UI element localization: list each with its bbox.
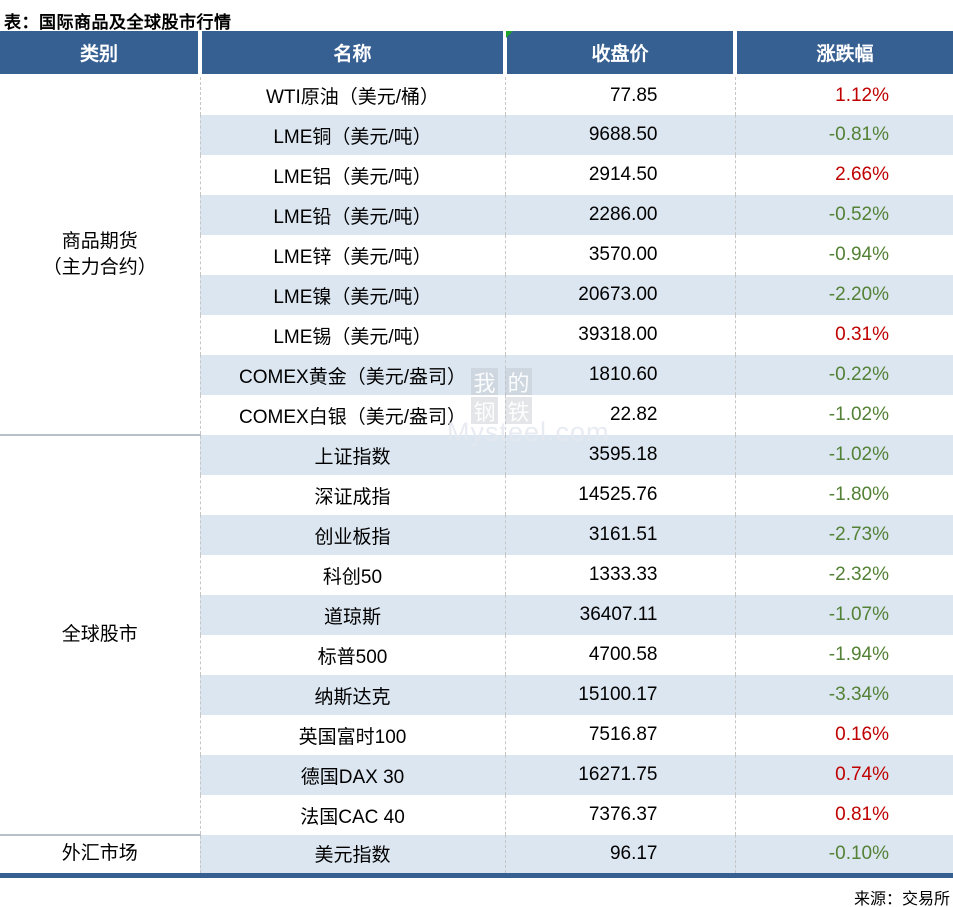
instrument-name: 深证成指 — [199, 475, 505, 515]
change-percent: -0.81% — [734, 115, 953, 155]
close-price: 3570.00 — [504, 235, 735, 275]
table-row: 科创50 1333.33 -2.32% — [0, 555, 953, 595]
source-note: 来源：交易所 — [853, 890, 950, 907]
table-row: LME铝（美元/吨） 2914.50 2.66% — [0, 155, 953, 195]
instrument-name: 纳斯达克 — [199, 675, 505, 715]
close-price: 2286.00 — [504, 195, 735, 235]
table-row: 道琼斯 36407.11 -1.07% — [0, 595, 953, 635]
table-row: 深证成指 14525.76 -1.80% — [0, 475, 953, 515]
change-percent: 0.81% — [734, 795, 953, 835]
table-row: COMEX黄金（美元/盎司） 1810.60 -0.22% — [0, 355, 953, 395]
header-row: 类别 名称 收盘价 涨跌幅 — [0, 31, 953, 77]
category-cell: 全球股市 — [0, 434, 200, 835]
change-percent: -2.32% — [734, 555, 953, 595]
close-price: 77.85 — [504, 75, 735, 115]
table-row: 标普500 4700.58 -1.94% — [0, 635, 953, 675]
header-close: 收盘价 — [503, 31, 735, 77]
category-cell: 外汇市场 — [0, 834, 200, 878]
close-price: 96.17 — [504, 835, 735, 878]
change-percent: 0.31% — [734, 315, 953, 355]
table-row: 外汇市场 美元指数 96.17 -0.10% — [0, 834, 953, 878]
close-price: 36407.11 — [504, 595, 735, 635]
instrument-name: COMEX黄金（美元/盎司） — [199, 355, 505, 395]
table-row: LME锡（美元/吨） 39318.00 0.31% — [0, 315, 953, 355]
close-price: 16271.75 — [504, 755, 735, 795]
close-price: 1810.60 — [504, 355, 735, 395]
close-price: 7516.87 — [504, 715, 735, 755]
instrument-name: LME铅（美元/吨） — [199, 195, 505, 235]
instrument-name: LME镍（美元/吨） — [199, 275, 505, 315]
instrument-name: 上证指数 — [199, 435, 505, 475]
instrument-name: LME锡（美元/吨） — [199, 315, 505, 355]
table-row: 商品期货 （主力合约） WTI原油（美元/桶） 77.85 1.12% — [0, 75, 953, 435]
table-row: LME铜（美元/吨） 9688.50 -0.81% — [0, 115, 953, 155]
close-price: 2914.50 — [504, 155, 735, 195]
change-percent: -2.20% — [734, 275, 953, 315]
change-percent: 2.66% — [734, 155, 953, 195]
change-percent: -0.10% — [734, 835, 953, 878]
change-percent: -0.94% — [734, 235, 953, 275]
instrument-name: LME铜（美元/吨） — [199, 115, 505, 155]
close-price: 20673.00 — [504, 275, 735, 315]
instrument-name: 创业板指 — [199, 515, 505, 555]
instrument-name: LME锌（美元/吨） — [199, 235, 505, 275]
table-row: 全球股市 上证指数 3595.18 -1.02% — [0, 434, 953, 835]
close-price: 7376.37 — [504, 795, 735, 835]
table-row: LME锌（美元/吨） 3570.00 -0.94% — [0, 235, 953, 275]
instrument-name: WTI原油（美元/桶） — [199, 75, 505, 115]
page-title: 表：国际商品及全球股市行情 — [4, 13, 232, 32]
change-percent: -1.80% — [734, 475, 953, 515]
instrument-name: 道琼斯 — [199, 595, 505, 635]
change-percent: 0.16% — [734, 715, 953, 755]
change-percent: 0.74% — [734, 755, 953, 795]
instrument-name: 科创50 — [199, 555, 505, 595]
header-change: 涨跌幅 — [733, 31, 953, 77]
instrument-name: 德国DAX 30 — [199, 755, 505, 795]
category-label: 全球股市 — [61, 624, 138, 645]
header-name: 名称 — [198, 31, 505, 77]
close-price: 9688.50 — [504, 115, 735, 155]
instrument-name: COMEX白银（美元/盎司） — [199, 395, 505, 435]
change-percent: -1.02% — [734, 435, 953, 475]
close-price: 15100.17 — [504, 675, 735, 715]
close-price: 39318.00 — [504, 315, 735, 355]
table-header: 类别 名称 收盘价 涨跌幅 — [0, 31, 953, 77]
close-price: 4700.58 — [504, 635, 735, 675]
table-row: 英国富时100 7516.87 0.16% — [0, 715, 953, 755]
comment-flag-icon — [506, 31, 513, 38]
instrument-name: 美元指数 — [199, 835, 505, 878]
table-row: 纳斯达克 15100.17 -3.34% — [0, 675, 953, 715]
instrument-name: LME铝（美元/吨） — [199, 155, 505, 195]
change-percent: -2.73% — [734, 515, 953, 555]
change-percent: -3.34% — [734, 675, 953, 715]
change-percent: -1.94% — [734, 635, 953, 675]
category-label: 外汇市场 — [61, 843, 138, 865]
close-price: 22.82 — [504, 395, 735, 435]
instrument-name: 标普500 — [199, 635, 505, 675]
table-row: 德国DAX 30 16271.75 0.74% — [0, 755, 953, 795]
change-percent: -0.22% — [734, 355, 953, 395]
table-body: 商品期货 （主力合约） WTI原油（美元/桶） 77.85 1.12% LME铜（美元/吨… — [0, 75, 953, 878]
table-row: 创业板指 3161.51 -2.73% — [0, 515, 953, 555]
table-row: COMEX白银（美元/盎司） 22.82 -1.02% — [0, 395, 953, 435]
close-price: 1333.33 — [504, 555, 735, 595]
category-label: 商品期货 — [61, 231, 138, 253]
change-percent: -0.52% — [734, 195, 953, 235]
header-category: 类别 — [0, 31, 200, 77]
close-price: 3161.51 — [504, 515, 735, 555]
table-row: LME镍（美元/吨） 20673.00 -2.20% — [0, 275, 953, 315]
change-percent: -1.02% — [734, 395, 953, 435]
table-row: LME铅（美元/吨） 2286.00 -0.52% — [0, 195, 953, 235]
category-cell: 商品期货 （主力合约） — [0, 75, 200, 435]
close-price: 14525.76 — [504, 475, 735, 515]
header-close-label: 收盘价 — [591, 43, 649, 65]
category-label-line2: （主力合约） — [42, 257, 157, 279]
change-percent: 1.12% — [734, 75, 953, 115]
table-row: 法国CAC 40 7376.37 0.81% — [0, 795, 953, 835]
close-price: 3595.18 — [504, 435, 735, 475]
market-table: 类别 名称 收盘价 涨跌幅 商品期货 （主力合约） WTI原油（美元/桶） 77.85… — [0, 31, 953, 878]
instrument-name: 法国CAC 40 — [199, 795, 505, 835]
change-percent: -1.07% — [734, 595, 953, 635]
instrument-name: 英国富时100 — [199, 715, 505, 755]
